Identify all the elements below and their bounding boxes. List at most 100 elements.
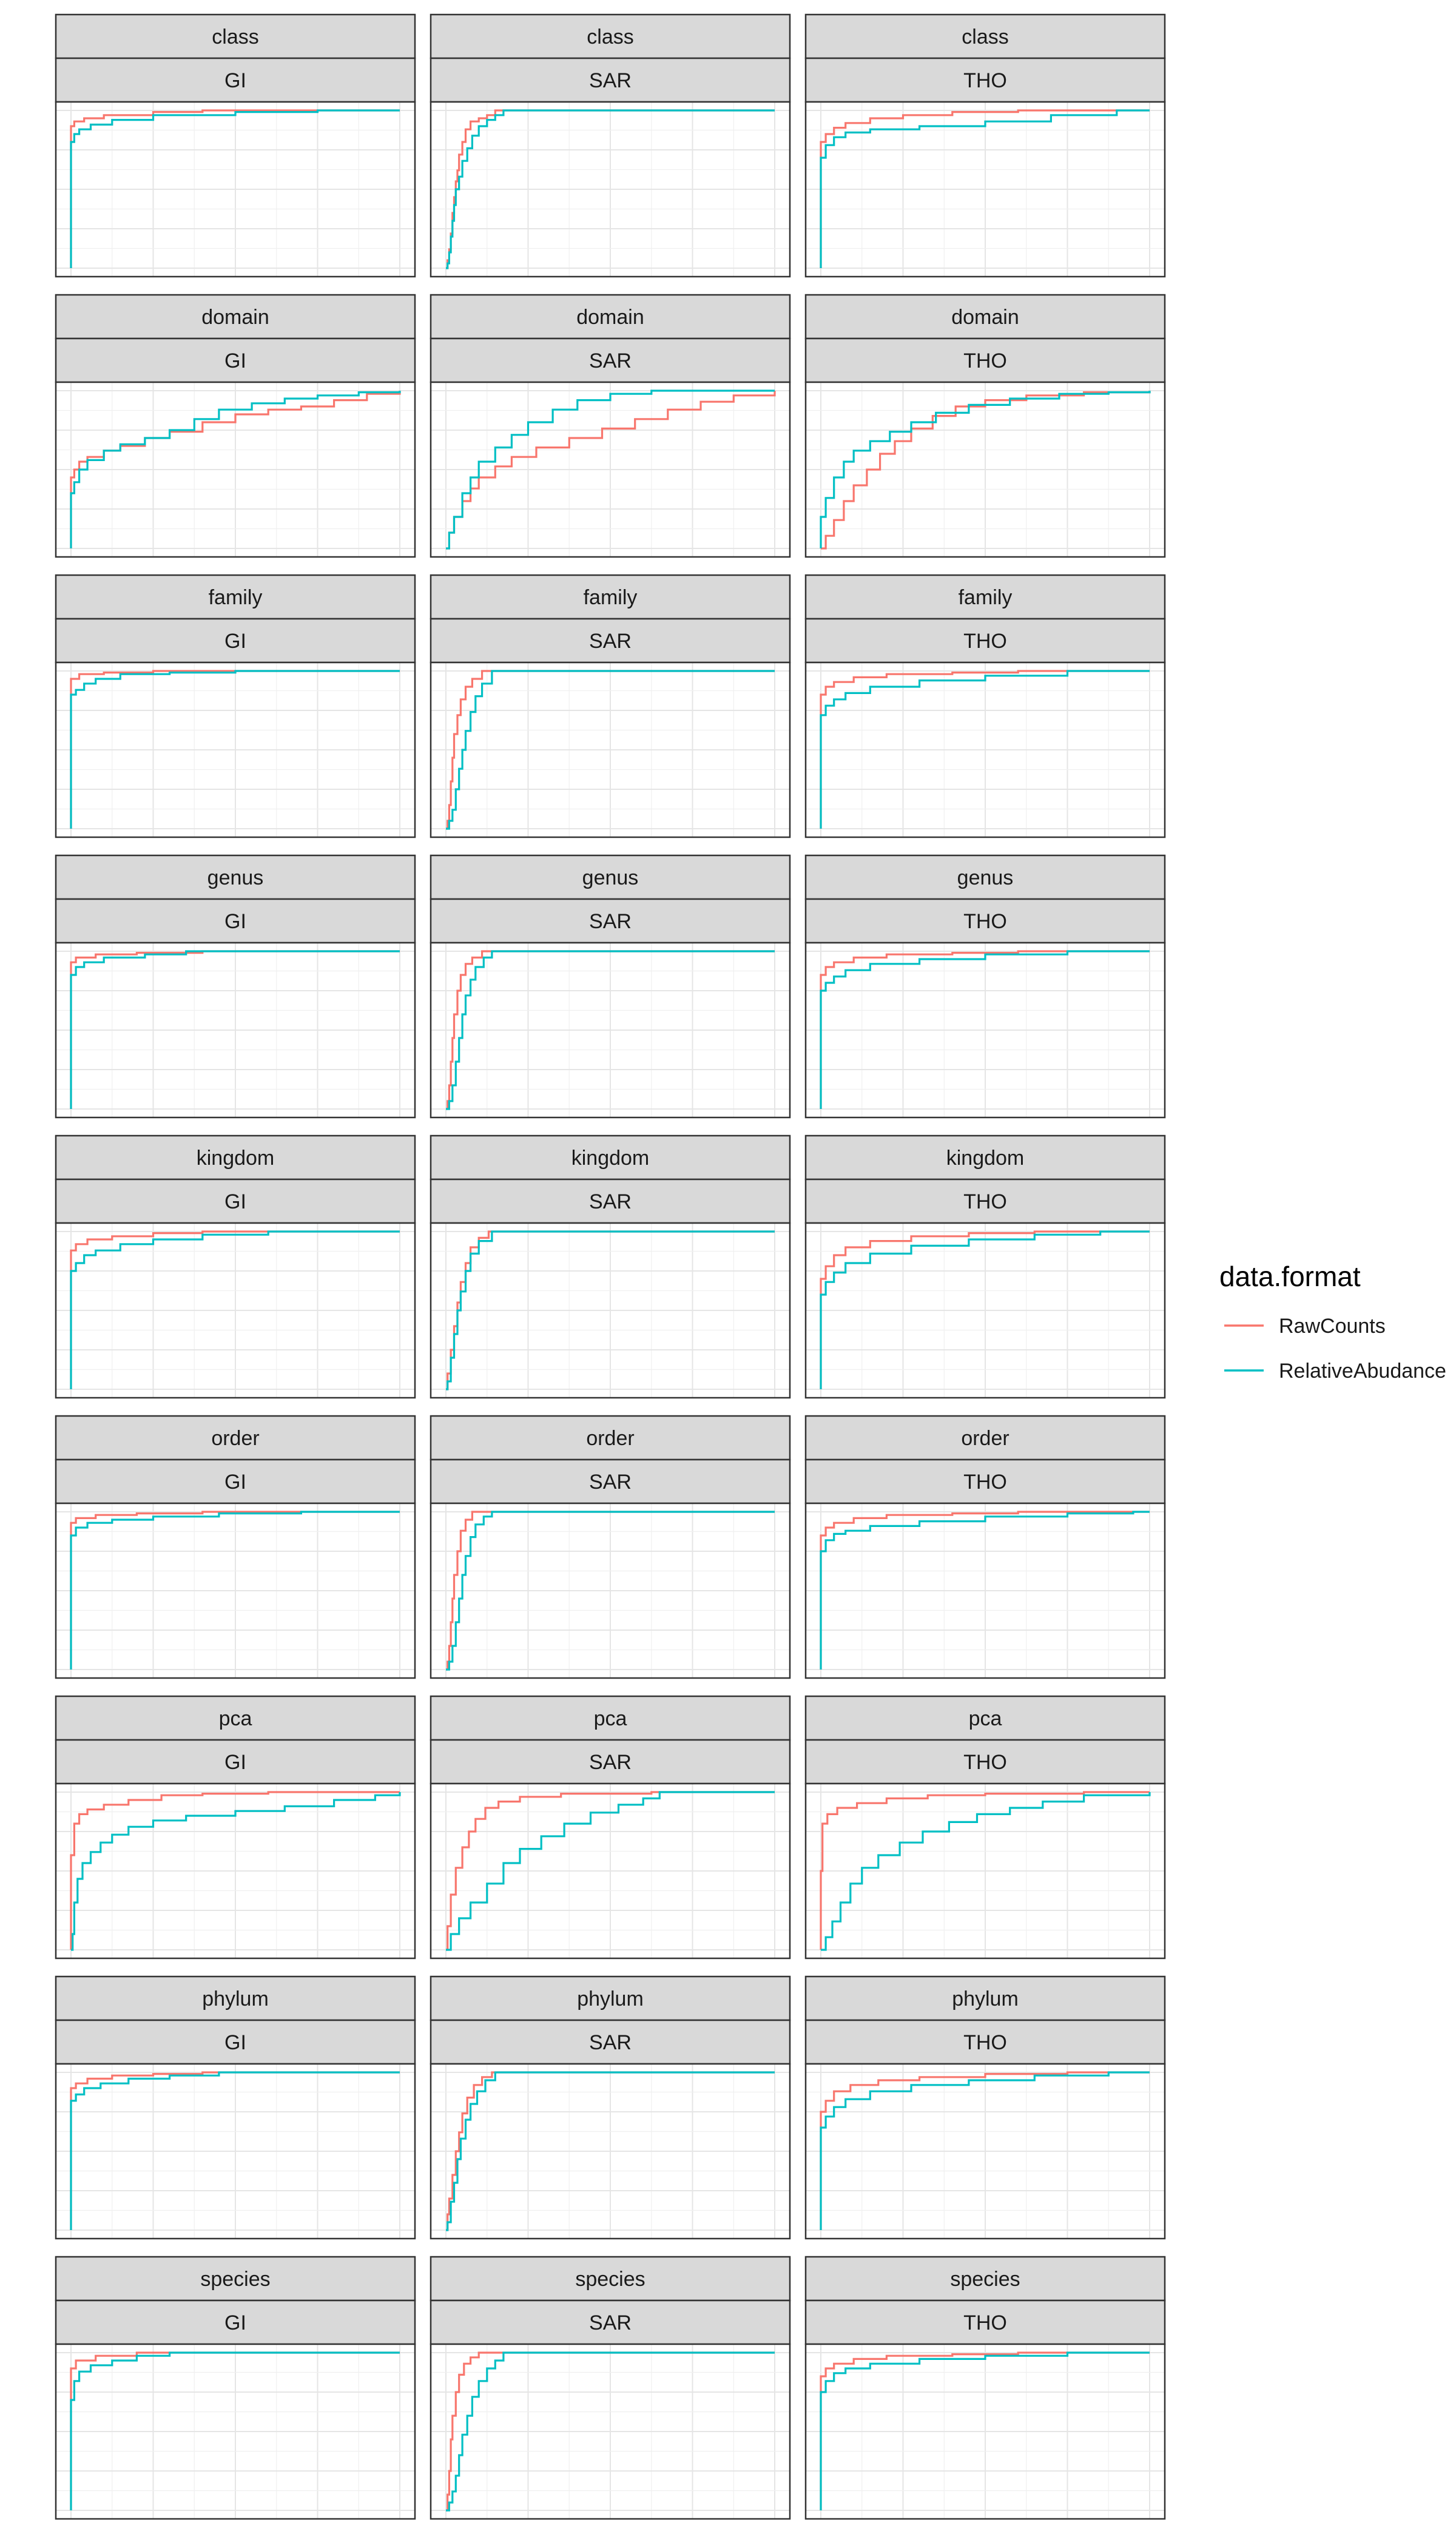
facet-panel-kingdom-SAR: kingdom SAR — [430, 1134, 791, 1399]
series-line-RelativeAbudance — [821, 1792, 1151, 1951]
panel-border — [55, 381, 416, 558]
strip-top — [55, 574, 416, 620]
series-line-RelativeAbudance — [446, 1511, 775, 1671]
strip-label-row: species — [575, 2268, 645, 2291]
strip-label-col: SAR — [589, 1471, 632, 1494]
strip-top — [55, 2256, 416, 2302]
strip-label-row: phylum — [952, 1987, 1019, 2010]
strip-label-row: family — [959, 586, 1013, 609]
series-line-RawCounts — [70, 950, 400, 1109]
strip-label-col: GI — [224, 1751, 246, 1774]
facet-panels: class GI class SAR class THO domain GI domain SAR… — [55, 13, 1166, 2520]
gridlines — [806, 2064, 1165, 2239]
series-line-RawCounts — [70, 1230, 400, 1389]
strip-label-row: pca — [219, 1707, 252, 1730]
strip-label-col: SAR — [589, 910, 632, 933]
strip-top — [55, 1975, 416, 2021]
panel-border — [804, 1782, 1166, 1960]
legend: data.format RawCounts RelativeAbudance — [1219, 1261, 1446, 1383]
series-line-RawCounts — [446, 670, 775, 830]
facet-panel-class-SAR: class SAR — [430, 13, 791, 278]
series-line-RelativeAbudance — [820, 670, 1150, 829]
strip-bottom — [430, 57, 791, 103]
strip-label-row: phylum — [577, 1987, 644, 2010]
panel-border — [55, 942, 416, 1119]
facet-panel-phylum-THO: phylum THO — [804, 1975, 1166, 2240]
strip-label-col: SAR — [589, 1751, 632, 1774]
strip-top — [804, 574, 1166, 620]
series-line-RelativeAbudance — [71, 1792, 401, 1951]
series-line-RawCounts — [820, 1791, 1150, 1950]
strip-bottom — [430, 1178, 791, 1224]
strip-bottom — [55, 898, 416, 944]
facet-panel-pca-THO: pca THO — [804, 1695, 1166, 1960]
gridlines — [56, 2344, 415, 2519]
strip-bottom — [55, 2299, 416, 2345]
strip-top — [430, 574, 791, 620]
series-line-RelativeAbudance — [820, 2071, 1150, 2230]
series-line-RelativeAbudance — [820, 1511, 1150, 1670]
series-line-RelativeAbudance — [820, 1230, 1150, 1389]
strip-label-col: THO — [963, 630, 1007, 653]
series-line-RawCounts — [820, 1511, 1150, 1670]
strip-bottom — [55, 2019, 416, 2065]
series-line-RelativeAbudance — [446, 389, 775, 550]
strip-label-col: SAR — [589, 349, 632, 372]
series-line-RawCounts — [70, 2351, 400, 2510]
gridlines — [56, 382, 415, 557]
series-line-RawCounts — [446, 1511, 775, 1671]
strip-top — [430, 1415, 791, 1461]
facet-panel-pca-GI: pca GI — [55, 1695, 416, 1960]
panel-border — [430, 2063, 791, 2240]
strip-bottom — [430, 1739, 791, 1785]
facet-panel-genus-THO: genus THO — [804, 854, 1166, 1119]
strip-label-row: domain — [576, 306, 644, 329]
strip-label-col: GI — [224, 2031, 246, 2054]
panel-border — [804, 101, 1166, 278]
strip-label-col: SAR — [589, 630, 632, 653]
strip-top — [430, 1695, 791, 1741]
series-line-RelativeAbudance — [446, 670, 775, 830]
strip-label-col: THO — [963, 69, 1007, 92]
strip-top — [430, 1134, 791, 1181]
series-line-RawCounts — [70, 2071, 400, 2230]
facet-panel-domain-GI: domain GI — [55, 294, 416, 558]
facet-panel-family-THO: family THO — [804, 574, 1166, 838]
panel-border — [430, 381, 791, 558]
strip-bottom — [55, 618, 416, 664]
strip-top — [55, 1695, 416, 1741]
series-line-RawCounts — [70, 1511, 400, 1670]
panel-border — [55, 661, 416, 838]
series-line-RawCounts — [446, 1791, 775, 1951]
facet-panel-family-SAR: family SAR — [430, 574, 791, 838]
facet-panel-phylum-GI: phylum GI — [55, 1975, 416, 2240]
gridlines — [431, 1784, 790, 1958]
series-line-RawCounts — [70, 670, 400, 829]
series-line-RelativeAbudance — [820, 109, 1150, 268]
strip-bottom — [430, 618, 791, 664]
strip-label-col: SAR — [589, 2031, 632, 2054]
series-line-RawCounts — [820, 950, 1150, 1109]
strip-label-row: order — [586, 1427, 634, 1450]
strip-label-row: class — [212, 25, 258, 49]
panel-border — [430, 2343, 791, 2520]
gridlines — [431, 102, 790, 277]
panel-border — [430, 661, 791, 838]
series-line-RawCounts — [70, 1791, 400, 1950]
facet-panel-species-SAR: species SAR — [430, 2256, 791, 2520]
strip-label-row: order — [961, 1427, 1009, 1450]
strip-top — [804, 1415, 1166, 1461]
strip-bottom — [55, 337, 416, 383]
panel-border — [55, 2343, 416, 2520]
strip-top — [430, 1975, 791, 2021]
facet-panel-genus-GI: genus GI — [55, 854, 416, 1119]
facet-panel-genus-SAR: genus SAR — [430, 854, 791, 1119]
strip-top — [430, 294, 791, 340]
facet-panel-kingdom-THO: kingdom THO — [804, 1134, 1166, 1399]
series-line-RelativeAbudance — [446, 1230, 775, 1390]
legend-label-RelativeAbudance: RelativeAbudance — [1279, 1360, 1446, 1383]
strip-label-col: THO — [963, 349, 1007, 372]
gridlines — [806, 1503, 1165, 1678]
gridlines — [806, 1223, 1165, 1398]
strip-bottom — [430, 898, 791, 944]
